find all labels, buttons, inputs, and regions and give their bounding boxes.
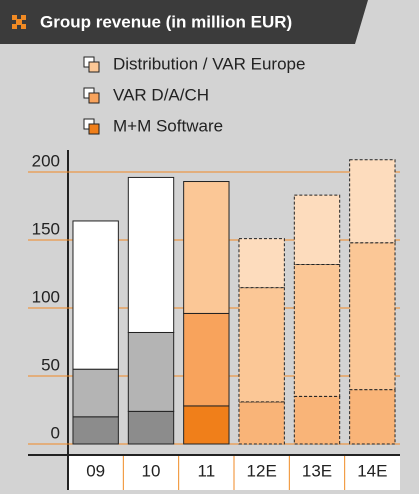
x-tick-label: 10: [142, 461, 161, 480]
chart-title: Group revenue (in million EUR): [40, 12, 292, 31]
bar-segment: [72, 220, 119, 370]
legend-swatch: [88, 61, 100, 73]
bar-segment: [293, 395, 341, 445]
legend-label: M+M Software: [113, 116, 223, 135]
bar-segment: [238, 238, 285, 289]
x-tick-label: 12E: [247, 461, 277, 480]
bar-segment: [127, 410, 175, 445]
bar-segment: [183, 312, 230, 407]
bar-segment: [72, 368, 119, 418]
bar-segment: [72, 416, 119, 445]
x-tick-label: 09: [86, 461, 105, 480]
bar-segment: [349, 159, 396, 244]
y-tick-label: 100: [32, 287, 60, 306]
bar-segment: [349, 242, 396, 391]
x-tick-label: 11: [198, 461, 216, 480]
y-tick-label: 0: [51, 423, 60, 442]
bar-segment: [127, 176, 175, 333]
x-tick-label: 14E: [357, 461, 387, 480]
bar-segment: [349, 389, 396, 445]
bar-segment: [183, 181, 230, 314]
legend-label: VAR D/A/CH: [113, 85, 209, 104]
legend-swatch: [88, 123, 100, 135]
bar-segment: [238, 287, 285, 403]
bar-segment: [293, 263, 341, 397]
y-tick-label: 50: [41, 355, 60, 374]
bar-segment: [127, 331, 175, 412]
bar-segment: [238, 401, 285, 445]
y-tick-label: 150: [32, 219, 60, 238]
header-bar: [0, 0, 368, 44]
legend-label: Distribution / VAR Europe: [113, 54, 305, 73]
x-tick-label: 13E: [302, 461, 332, 480]
y-tick-label: 200: [32, 151, 60, 170]
header-icon: [12, 15, 26, 29]
bar-segment: [293, 194, 341, 265]
bar-segment: [183, 405, 230, 445]
legend-swatch: [88, 92, 100, 104]
